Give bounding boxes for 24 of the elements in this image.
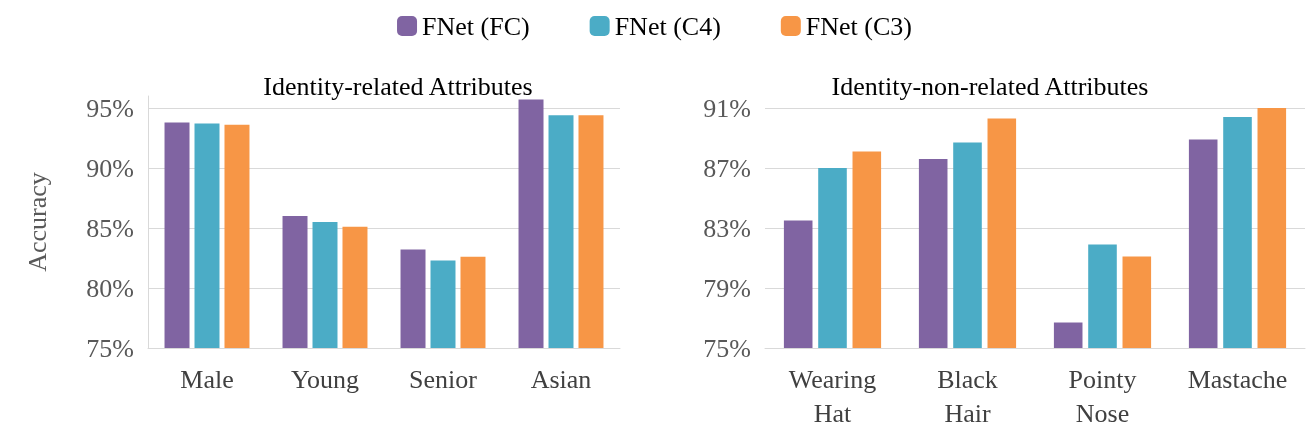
chart-title: Identity-non-related Attributes	[831, 71, 1149, 101]
x-tick-label: Pointy Nose	[1068, 364, 1137, 428]
y-tick-label: 91%	[703, 93, 751, 123]
x-tick-label: Black Hair	[937, 364, 998, 428]
y-tick-label: 75%	[86, 333, 134, 363]
x-tick-label: Male	[180, 364, 234, 394]
y-tick-label: 75%	[703, 333, 751, 363]
y-tick-label: 95%	[86, 93, 134, 123]
y-tick-label: 83%	[703, 213, 751, 243]
x-tick-label: Mastache	[1187, 364, 1288, 394]
legend-label: FNet (C4)	[614, 11, 721, 41]
y-tick-label: 80%	[86, 273, 134, 303]
y-axis-title: Accuracy	[22, 172, 52, 272]
y-tick-label: 79%	[703, 273, 751, 303]
x-tick-label: Wearing Hat	[788, 364, 877, 428]
x-tick-label: Senior	[409, 364, 478, 394]
chart-title: Identity-related Attributes	[263, 71, 533, 101]
y-tick-label: 85%	[86, 213, 134, 243]
y-tick-label: 90%	[86, 153, 134, 183]
y-tick-label: 87%	[703, 153, 751, 183]
x-tick-label: Young	[290, 364, 360, 394]
legend-label: FNet (FC)	[422, 11, 530, 41]
legend-label: FNet (C3)	[805, 11, 912, 41]
x-tick-label: Asian	[530, 364, 592, 394]
